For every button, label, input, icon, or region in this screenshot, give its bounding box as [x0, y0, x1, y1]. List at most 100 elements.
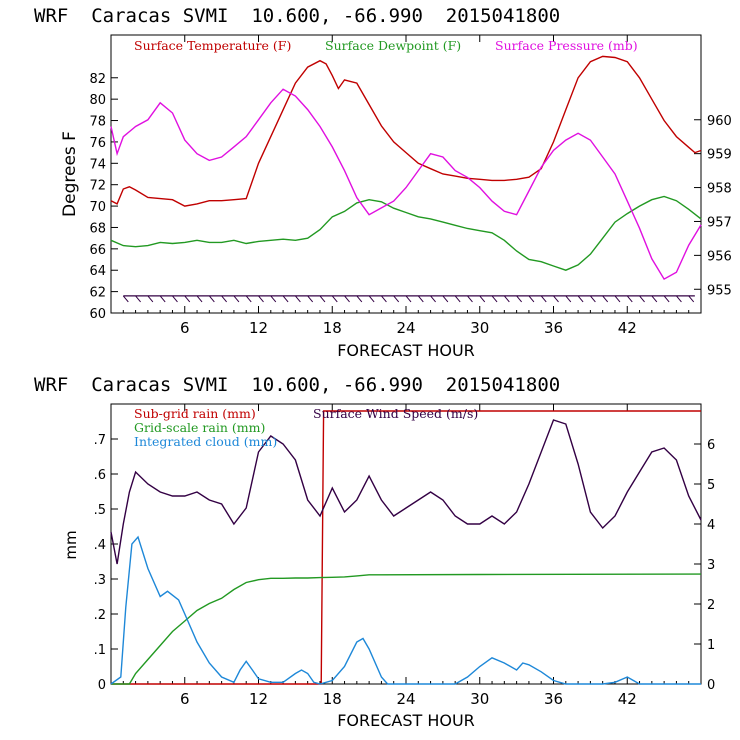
wind-barb: [307, 295, 314, 303]
y-tick-label-left: 82: [89, 72, 106, 87]
x-tick-label: 6: [180, 319, 190, 337]
wind-barb: [639, 295, 645, 303]
legend-surface-wind-speed-m-s: Surface Wind Speed (m/s): [313, 406, 478, 421]
y-tick-label-left: .7: [94, 433, 106, 448]
y-tick-label-left: 76: [89, 136, 106, 151]
legend-surface-pressure-mb: Surface Pressure (mb): [495, 38, 638, 53]
y-tick-label-left: 78: [89, 115, 106, 130]
panel2-left-ylabel: mm: [62, 530, 80, 559]
legend-integrated-cloud-mm: Integrated cloud (mm): [134, 434, 277, 449]
wind-barb: [417, 295, 424, 303]
y-tick-label-left: 62: [89, 286, 106, 301]
x-tick-label: 30: [470, 690, 489, 708]
legend-sub-grid-rain-mm: Sub-grid rain (mm): [134, 406, 256, 421]
y-tick-label-left: 72: [89, 179, 106, 194]
y-tick-label-left: .4: [94, 538, 106, 553]
wind-barb: [294, 295, 301, 303]
panel2-data-layer: 6 12 18 24 30 36 420.1.2.3.4.5.6.70123456Sub-g…: [94, 404, 715, 708]
wind-barb: [282, 295, 289, 303]
wind-barb: [196, 295, 203, 303]
wind-barb: [356, 295, 363, 303]
x-tick-label: 42: [618, 690, 637, 708]
y-tick-label-right: 956: [707, 249, 732, 264]
wind-barb: [479, 295, 486, 303]
wind-barb: [491, 295, 498, 303]
panel1-left-ylabel: Degrees F: [60, 131, 80, 217]
wind-barb: [331, 295, 338, 303]
series-line-surface-dewpoint-f: [110, 195, 702, 271]
x-tick-label: 24: [396, 690, 415, 708]
wind-barb: [135, 295, 141, 303]
wind-barb: [258, 295, 264, 303]
wind-barb: [147, 295, 154, 303]
wind-barb: [614, 295, 621, 303]
y-tick-label-right: 0: [707, 678, 715, 693]
y-tick-label-right: 3: [707, 558, 715, 573]
series-line-sub-grid-rain-mm: [111, 410, 701, 685]
y-tick-label-right: 2: [707, 598, 715, 613]
wind-barb: [540, 295, 547, 303]
wind-barb: [651, 295, 658, 303]
wind-barb: [516, 295, 523, 303]
series-line-surface-temperature-f: [110, 55, 702, 207]
y-tick-label-right: 4: [707, 518, 715, 533]
y-tick-label-left: .1: [94, 643, 106, 658]
wind-barb: [221, 295, 228, 303]
wind-barb: [467, 295, 473, 303]
wind-barb: [503, 295, 510, 303]
y-tick-label-left: 66: [89, 243, 106, 258]
x-tick-label: 18: [323, 319, 342, 337]
panel2-xlabel: FORECAST HOUR: [337, 711, 475, 730]
y-tick-label-right: 5: [707, 478, 715, 493]
x-tick-label: 36: [544, 319, 563, 337]
y-tick-label-right: 960: [707, 114, 732, 129]
y-tick-label-left: 60: [89, 307, 106, 322]
wind-barb: [663, 295, 670, 303]
x-tick-label: 30: [470, 319, 489, 337]
y-tick-label-left: .5: [94, 503, 106, 518]
wind-barb: [159, 295, 166, 303]
wind-barb: [442, 295, 449, 303]
wind-barb: [270, 295, 277, 303]
wind-barb: [344, 295, 350, 303]
y-tick-label-right: 957: [707, 215, 732, 230]
wind-barb: [589, 295, 596, 303]
panel-temperature: WRF Caracas SVMI 10.600, -66.990 2015041…: [34, 5, 732, 360]
wind-barb: [393, 295, 400, 303]
wind-barb: [405, 295, 412, 303]
y-tick-label-left: 0: [98, 678, 106, 693]
wind-barb: [676, 295, 682, 303]
wind-barb: [381, 295, 387, 303]
legend-surface-temperature-f: Surface Temperature (F): [134, 38, 291, 53]
wind-barb: [430, 295, 436, 303]
wind-barb: [454, 295, 461, 303]
wind-barb: [208, 295, 215, 303]
panel1-plot-frame: [110, 34, 702, 314]
y-tick-label-left: 70: [89, 200, 106, 215]
y-tick-label-left: 74: [89, 157, 106, 172]
panel2-header: WRF Caracas SVMI 10.600, -66.990 2015041…: [34, 374, 560, 396]
series-line-surface-wind-speed-m-s: [110, 419, 702, 565]
wind-barb: [528, 295, 535, 303]
wind-barb: [184, 295, 191, 303]
series-line-surface-pressure-mb: [110, 88, 702, 281]
x-tick-label: 24: [396, 319, 415, 337]
wind-barb: [626, 295, 633, 303]
x-tick-label: 18: [323, 690, 342, 708]
wind-barb: [245, 295, 252, 303]
x-tick-label: 6: [180, 690, 190, 708]
panel1-xlabel: FORECAST HOUR: [337, 341, 475, 360]
wind-barb: [553, 295, 559, 303]
legend-grid-scale-rain-mm: Grid-scale rain (mm): [134, 420, 265, 435]
wind-barb: [368, 295, 375, 303]
y-tick-label-right: 6: [707, 438, 715, 453]
panel-precipitation: WRF Caracas SVMI 10.600, -66.990 2015041…: [34, 374, 715, 730]
wind-barb: [602, 295, 609, 303]
y-tick-label-right: 1: [707, 638, 715, 653]
y-tick-label-left: 64: [89, 264, 106, 279]
wind-barb: [233, 295, 240, 303]
wind-barb: [172, 295, 178, 303]
y-tick-label-right: 959: [707, 148, 732, 163]
legend-surface-dewpoint-f: Surface Dewpoint (F): [325, 38, 461, 53]
